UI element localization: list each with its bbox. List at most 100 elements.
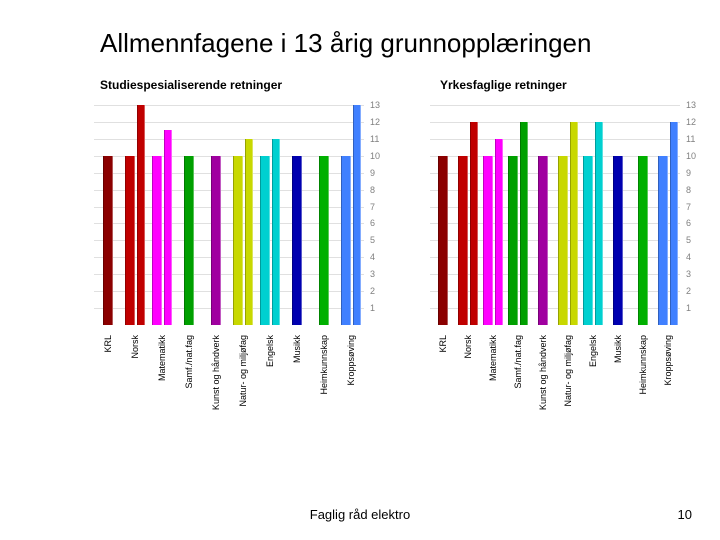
bar-group: [455, 122, 480, 325]
x-category: Kunst og håndverk: [530, 335, 555, 415]
x-category: Heimkunnskap: [310, 335, 337, 415]
bar-group: [229, 139, 256, 325]
bar-ext: [470, 122, 478, 325]
y-tick-label: 9: [686, 168, 691, 178]
bar-base: [558, 156, 568, 325]
x-category: Natur- og miljøfag: [555, 335, 580, 415]
bar-ext: [595, 122, 603, 325]
bar-ext: [245, 139, 253, 325]
x-category: KRL: [430, 335, 455, 415]
y-tick-label: 1: [686, 303, 691, 313]
bar-base: [260, 156, 270, 325]
chart-left-plot: 12345678910111213: [94, 105, 394, 325]
bar-group: [202, 156, 229, 325]
y-tick-label: 3: [370, 269, 375, 279]
bar-ext: [137, 105, 145, 325]
y-tick-label: 6: [370, 218, 375, 228]
bar-base: [508, 156, 518, 325]
y-tick-label: 6: [686, 218, 691, 228]
bar-group: [94, 156, 121, 325]
x-category: Musikk: [605, 335, 630, 415]
bar-base: [438, 156, 448, 325]
bar-base: [538, 156, 548, 325]
x-category: Norsk: [121, 335, 148, 415]
slide: Allmennfagene i 13 årig grunnopplæringen…: [0, 0, 720, 540]
bar-base: [341, 156, 351, 325]
bar-ext: [353, 105, 361, 325]
slide-title: Allmennfagene i 13 årig grunnopplæringen: [100, 28, 720, 59]
x-category: Norsk: [455, 335, 480, 415]
bar-group: [310, 156, 337, 325]
bar-ext: [164, 130, 172, 325]
y-tick-label: 1: [370, 303, 375, 313]
x-category: Samf./nat.fag: [175, 335, 202, 415]
footer-page-number: 10: [678, 507, 692, 522]
bar-group: [283, 156, 310, 325]
x-category: Matematikk: [480, 335, 505, 415]
y-tick-label: 3: [686, 269, 691, 279]
chart-right-plot: 12345678910111213: [430, 105, 712, 325]
y-tick-label: 5: [370, 235, 375, 245]
y-tick-label: 8: [370, 185, 375, 195]
y-tick-label: 11: [370, 134, 379, 144]
y-tick-label: 4: [370, 252, 375, 262]
bar-group: [175, 156, 202, 325]
chart-left-xlabels: KRLNorskMatematikkSamf./nat.fagKunst og …: [94, 335, 364, 415]
y-tick-label: 13: [370, 100, 380, 110]
bar-ext: [570, 122, 578, 325]
y-tick-label: 7: [686, 202, 691, 212]
bar-base: [184, 156, 194, 325]
bar-base: [638, 156, 648, 325]
y-tick-label: 5: [686, 235, 691, 245]
bar-base: [211, 156, 221, 325]
bar-base: [483, 156, 493, 325]
y-tick-label: 12: [370, 117, 380, 127]
x-category: KRL: [94, 335, 121, 415]
bar-group: [480, 139, 505, 325]
bar-group: [337, 105, 364, 325]
bar-ext: [495, 139, 503, 325]
x-category: Kroppsøving: [655, 335, 680, 415]
bar-base: [292, 156, 302, 325]
x-category: Kroppsøving: [337, 335, 364, 415]
bar-ext: [272, 139, 280, 325]
bar-group: [256, 139, 283, 325]
y-tick-label: 2: [370, 286, 375, 296]
bar-base: [125, 156, 135, 325]
x-category: Engelsk: [580, 335, 605, 415]
x-category: Engelsk: [256, 335, 283, 415]
y-tick-label: 10: [370, 151, 380, 161]
y-tick-label: 11: [686, 134, 695, 144]
x-category: Natur- og miljøfag: [229, 335, 256, 415]
y-tick-label: 10: [686, 151, 696, 161]
bar-base: [152, 156, 162, 325]
y-tick-label: 8: [686, 185, 691, 195]
x-category: Heimkunnskap: [630, 335, 655, 415]
bar-base: [458, 156, 468, 325]
x-category: Samf./nat.fag: [505, 335, 530, 415]
y-tick-label: 7: [370, 202, 375, 212]
bar-base: [658, 156, 668, 325]
x-category: Kunst og håndverk: [202, 335, 229, 415]
y-tick-label: 13: [686, 100, 696, 110]
bar-ext: [670, 122, 678, 325]
bar-group: [148, 130, 175, 325]
chart-right: 12345678910111213 KRLNorskMatematikkSamf…: [430, 105, 712, 455]
bar-group: [121, 105, 148, 325]
bar-ext: [520, 122, 528, 325]
bar-group: [605, 156, 630, 325]
chart-left: 12345678910111213 KRLNorskMatematikkSamf…: [94, 105, 394, 455]
bar-base: [103, 156, 113, 325]
bar-group: [655, 122, 680, 325]
bar-group: [555, 122, 580, 325]
footer-center: Faglig råd elektro: [0, 507, 720, 522]
bar-group: [580, 122, 605, 325]
bar-base: [233, 156, 243, 325]
y-tick-label: 4: [686, 252, 691, 262]
bar-base: [583, 156, 593, 325]
x-category: Matematikk: [148, 335, 175, 415]
x-category: Musikk: [283, 335, 310, 415]
y-tick-label: 9: [370, 168, 375, 178]
bar-base: [613, 156, 623, 325]
subtitle-left: Studiespesialiserende retninger: [100, 78, 282, 92]
